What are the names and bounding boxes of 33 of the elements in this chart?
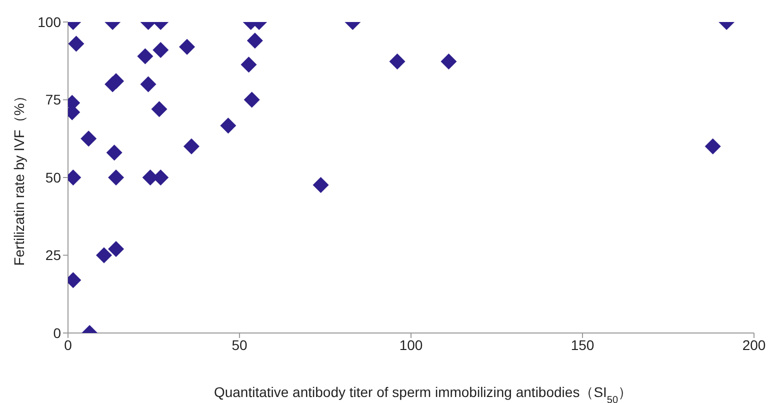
point xyxy=(440,53,457,70)
y-tick-label: 50 xyxy=(45,169,62,186)
x-tick-label: 0 xyxy=(64,336,72,353)
y-tick-label: 25 xyxy=(45,247,62,264)
x-axis-title: Quantitative antibody titer of sperm immobilizing antibodies（SI$_{50}$） xyxy=(214,384,632,403)
point xyxy=(108,170,124,186)
x-tick-label: 200 xyxy=(742,336,766,353)
point xyxy=(220,118,236,134)
point xyxy=(240,56,257,73)
point xyxy=(96,247,112,264)
y-tick-label: 75 xyxy=(45,92,62,108)
point xyxy=(244,92,260,108)
point xyxy=(152,42,169,58)
point xyxy=(151,101,168,118)
point xyxy=(246,32,263,49)
point xyxy=(704,138,721,154)
x-tick-label: 50 xyxy=(232,336,248,353)
point xyxy=(106,144,122,161)
point xyxy=(104,76,121,92)
y-tick-label: 100 xyxy=(38,14,62,30)
point xyxy=(137,48,154,64)
point xyxy=(179,38,196,55)
point xyxy=(140,76,156,92)
point xyxy=(389,53,406,70)
point xyxy=(80,130,97,147)
point xyxy=(183,138,200,154)
point xyxy=(108,241,124,258)
point xyxy=(68,36,84,52)
y-axis-title: Fertilizatin rate by IVF（%） xyxy=(11,89,27,266)
point xyxy=(312,176,329,193)
x-tick-label: 100 xyxy=(399,336,423,353)
x-tick-label: 150 xyxy=(570,336,594,353)
y-tick-label: 0 xyxy=(53,324,62,341)
